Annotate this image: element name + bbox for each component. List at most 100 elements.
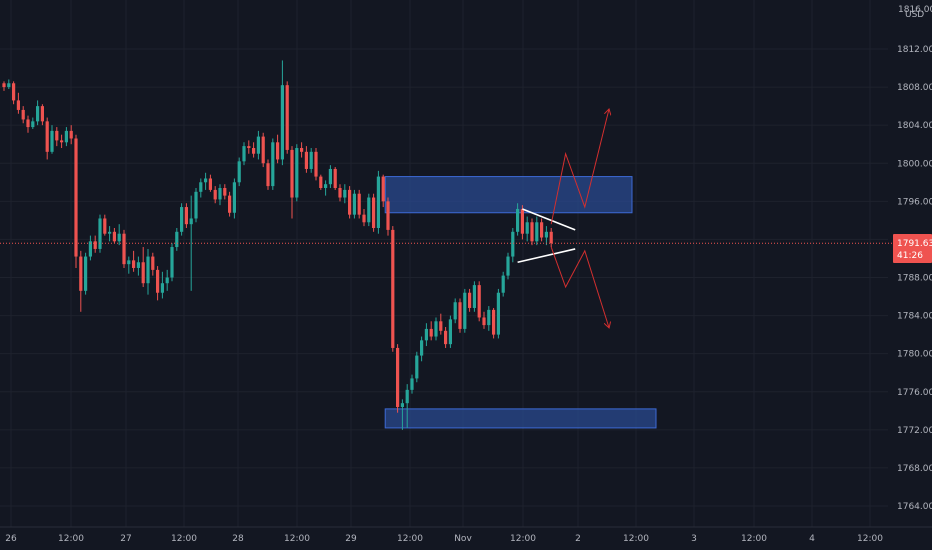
time-tick-label: 12:00	[397, 534, 423, 544]
price-tick-label: 1776.000	[897, 388, 932, 398]
candle-body-up	[405, 389, 409, 404]
candle-body-down	[223, 188, 227, 196]
candle-body-up	[218, 188, 222, 200]
candle-body-up	[180, 207, 184, 232]
zone-rect	[384, 408, 657, 429]
candle-body-up	[146, 256, 150, 284]
price-tick-label: 1788.000	[897, 274, 932, 284]
candle-body-down	[21, 109, 25, 120]
candle-body-up	[117, 233, 121, 242]
candle-body-down	[45, 121, 49, 152]
triangle-trendline	[522, 208, 576, 231]
time-tick-label: 12:00	[741, 534, 767, 544]
candle-body-down	[16, 100, 20, 110]
price-badge-background	[893, 234, 932, 263]
candle-body-down	[348, 189, 352, 215]
candle-body-up	[189, 218, 193, 225]
candle-body-down	[55, 130, 59, 141]
candle-body-up	[343, 189, 347, 198]
candle-body-up	[194, 191, 198, 219]
candle-body-down	[482, 317, 486, 326]
candle-body-up	[199, 182, 203, 192]
candle-body-down	[184, 207, 188, 225]
candle-body-up	[525, 222, 529, 234]
candle-body-up	[271, 142, 275, 187]
candle-body-down	[40, 106, 44, 122]
candle-body-down	[228, 195, 232, 213]
price-axis[interactable]: 1816.000 USD 1812.000 1808.000 1804.000 180…	[897, 5, 932, 512]
projection-path-up	[550, 110, 609, 225]
candle-body-down	[362, 214, 366, 223]
candle-body-up	[487, 309, 491, 326]
candle-body-down	[458, 302, 462, 329]
time-tick-label: 12:00	[284, 534, 310, 544]
candle-body-down	[314, 151, 318, 177]
candle-body-up	[232, 182, 236, 213]
candle-body-down	[477, 285, 481, 318]
candle-body-up	[36, 106, 40, 122]
candle-body-down	[79, 256, 83, 291]
candle-body-down	[429, 328, 433, 337]
candle-body-down	[285, 85, 289, 150]
candle-body-up	[448, 319, 452, 345]
time-tick-label: 3	[691, 534, 697, 544]
candle-body-down	[396, 347, 400, 407]
candle-body-down	[386, 201, 390, 230]
price-tick-label: 1796.000	[897, 197, 932, 207]
candle-body-down	[549, 231, 553, 244]
candle-body-down	[141, 262, 145, 284]
candle-body-up	[367, 197, 371, 223]
candle-body-down	[122, 233, 126, 265]
price-tick-label: 1780.000	[897, 350, 932, 360]
candle-body-up	[280, 85, 284, 160]
time-tick-label: 12:00	[510, 534, 536, 544]
candle-body-down	[304, 151, 308, 169]
candle-body-up	[7, 83, 11, 88]
time-tick-label: 26	[5, 534, 17, 544]
candle-body-up	[64, 130, 68, 143]
candle-body-down	[208, 178, 212, 190]
candle-body-up	[472, 285, 476, 308]
candle-body-up	[256, 136, 260, 154]
price-badge-value: 1791.635	[897, 239, 932, 249]
candle-body-up	[50, 130, 54, 152]
candle-body-up	[175, 231, 179, 248]
candle-body-up	[516, 208, 520, 232]
candle-body-up	[501, 275, 505, 293]
zone-rect	[384, 176, 633, 214]
candle-body-up	[420, 340, 424, 356]
candle-body-down	[2, 83, 6, 88]
time-tick-label: 29	[345, 534, 357, 544]
candle-body-up	[88, 241, 92, 257]
candle-body-down	[381, 176, 385, 202]
candle-body-up	[535, 222, 539, 242]
candles	[2, 60, 553, 430]
current-price-badge: 1791.635 41:26	[893, 234, 932, 263]
candle-body-down	[439, 321, 443, 331]
candle-body-down	[247, 146, 251, 149]
candle-body-down	[69, 130, 73, 139]
candle-body-down	[276, 142, 280, 160]
candle-body-down	[492, 309, 496, 335]
candle-body-up	[496, 292, 500, 335]
price-tick-label: 1808.000	[897, 83, 932, 93]
candle-body-up	[309, 151, 313, 169]
price-tick-label: 1804.000	[897, 121, 932, 131]
candle-body-up	[136, 262, 140, 268]
time-tick-label: Nov	[454, 534, 472, 544]
candle-body-down	[213, 189, 217, 200]
price-badge-timer: 41:26	[897, 251, 923, 261]
candle-body-up	[410, 378, 414, 390]
time-tick-label: 12:00	[623, 534, 649, 544]
candle-body-down	[333, 168, 337, 189]
candle-body-up	[544, 231, 548, 238]
candle-body-down	[151, 256, 155, 270]
time-axis[interactable]: 26 12:00 27 12:00 28 12:00 29 12:00 Nov 12:00 2 12:…	[5, 534, 883, 544]
candle-body-up	[324, 184, 328, 189]
drawings	[517, 110, 609, 327]
price-tick-label: 1772.000	[897, 426, 932, 436]
time-tick-label: 28	[232, 534, 244, 544]
candle-body-up	[328, 168, 332, 185]
price-tick-label: 1764.000	[897, 502, 932, 512]
